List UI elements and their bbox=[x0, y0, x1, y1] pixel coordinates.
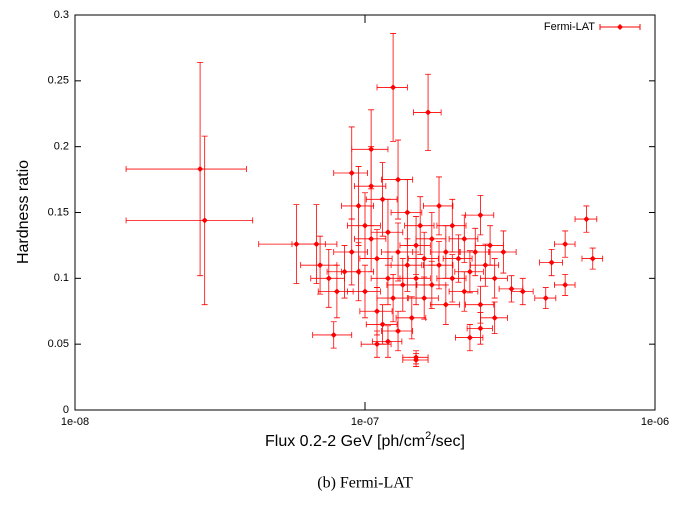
legend-marker bbox=[617, 24, 623, 30]
point bbox=[413, 275, 420, 282]
point bbox=[491, 314, 498, 321]
point bbox=[197, 166, 204, 173]
point bbox=[500, 249, 507, 255]
point bbox=[421, 295, 428, 302]
x-tick-label: 1e-08 bbox=[61, 416, 89, 428]
point bbox=[562, 281, 569, 288]
point bbox=[482, 262, 489, 269]
y-tick-label: 0.3 bbox=[54, 9, 69, 21]
point bbox=[436, 202, 443, 209]
point bbox=[374, 308, 381, 315]
point bbox=[348, 249, 355, 255]
point bbox=[491, 275, 498, 282]
point bbox=[477, 301, 484, 308]
y-tick-label: 0 bbox=[63, 404, 69, 416]
point bbox=[317, 262, 324, 269]
point bbox=[461, 235, 468, 242]
y-tick-label: 0.2 bbox=[54, 141, 69, 153]
point bbox=[583, 216, 590, 223]
point bbox=[374, 341, 381, 348]
legend-label: Fermi-LAT bbox=[544, 21, 595, 33]
point bbox=[399, 281, 406, 288]
point bbox=[449, 275, 456, 282]
x-error-bar bbox=[125, 217, 254, 224]
point bbox=[384, 229, 391, 236]
point bbox=[355, 202, 362, 209]
point bbox=[379, 196, 386, 203]
point bbox=[362, 222, 368, 229]
point bbox=[455, 255, 462, 262]
point bbox=[425, 109, 432, 116]
point bbox=[542, 295, 549, 302]
point bbox=[395, 249, 402, 255]
point bbox=[442, 249, 449, 255]
point bbox=[428, 235, 435, 242]
point bbox=[390, 84, 397, 91]
point bbox=[421, 255, 428, 262]
point bbox=[404, 209, 411, 216]
point bbox=[395, 176, 402, 183]
x-error-bar bbox=[125, 166, 247, 173]
point bbox=[368, 183, 375, 190]
point bbox=[341, 268, 348, 275]
point bbox=[379, 321, 386, 328]
point bbox=[374, 255, 381, 262]
point bbox=[362, 288, 368, 295]
point bbox=[466, 268, 473, 275]
point bbox=[368, 235, 375, 242]
y-tick-label: 0.05 bbox=[48, 338, 69, 350]
point bbox=[519, 288, 526, 295]
point bbox=[404, 262, 411, 269]
point bbox=[201, 217, 208, 224]
point bbox=[466, 334, 473, 341]
point bbox=[487, 242, 494, 249]
x-tick-label: 1e-06 bbox=[641, 416, 669, 428]
x-label-sup: 2 bbox=[425, 430, 431, 442]
y-tick-label: 0.1 bbox=[54, 272, 69, 284]
point bbox=[395, 328, 402, 334]
x-label-part: /sec] bbox=[431, 433, 465, 450]
caption: (b) Fermi-LAT bbox=[317, 475, 413, 492]
point bbox=[461, 288, 468, 295]
point bbox=[417, 222, 424, 229]
x-tick-label: 1e-07 bbox=[351, 416, 379, 428]
point bbox=[548, 259, 555, 266]
point bbox=[333, 288, 340, 295]
point bbox=[413, 242, 420, 249]
point bbox=[408, 314, 415, 321]
point bbox=[313, 241, 320, 248]
point bbox=[477, 212, 484, 219]
point bbox=[390, 295, 397, 302]
point bbox=[348, 170, 355, 176]
point bbox=[442, 301, 449, 308]
y-tick-label: 0.15 bbox=[48, 206, 69, 218]
point bbox=[472, 249, 479, 255]
point bbox=[436, 262, 443, 269]
x-label-part: Flux 0.2-2 GeV [ph/cm bbox=[265, 433, 425, 450]
point bbox=[330, 331, 337, 338]
y-tick-label: 0.25 bbox=[48, 75, 69, 87]
point bbox=[428, 281, 435, 288]
x-axis-label: Flux 0.2-2 GeV [ph/cm2/sec] bbox=[265, 430, 465, 450]
point bbox=[477, 325, 484, 332]
point bbox=[384, 275, 391, 282]
point bbox=[325, 275, 332, 282]
point bbox=[413, 354, 420, 361]
point bbox=[562, 241, 569, 248]
point bbox=[449, 222, 456, 229]
y-axis-label: Hardness ratio bbox=[15, 160, 32, 264]
point bbox=[589, 255, 596, 262]
point bbox=[384, 338, 391, 345]
